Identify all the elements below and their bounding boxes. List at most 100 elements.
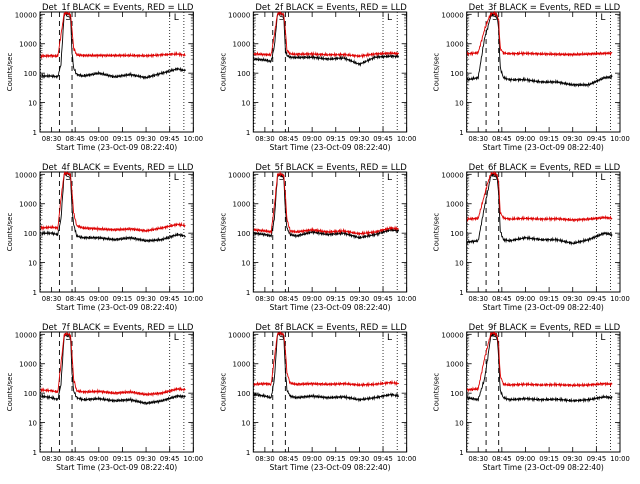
x-tick-label: 09:00: [302, 455, 322, 463]
x-tick-label: 10:00: [184, 295, 204, 303]
x-tick-label: 09:45: [373, 295, 393, 303]
x-tick-label: 09:30: [136, 295, 156, 303]
y-tick-label: 100: [237, 70, 250, 78]
y-tick-label: 10000: [441, 11, 463, 19]
marker-l: L: [174, 333, 179, 343]
marker-s: S: [279, 13, 285, 23]
events-series-line: [466, 12, 613, 89]
x-tick-label: 09:00: [302, 135, 322, 143]
x-tick-label: 09:45: [160, 295, 180, 303]
x-tick-label: 08:45: [65, 135, 85, 143]
x-tick-label: 09:45: [160, 455, 180, 463]
x-tick-label: 08:30: [468, 455, 488, 463]
x-tick-label: 09:15: [113, 135, 133, 143]
y-tick-label: 1000: [19, 361, 37, 369]
marker-s: S: [65, 173, 71, 183]
y-tick-label: 10: [241, 420, 250, 428]
x-tick-label: 09:30: [136, 455, 156, 463]
x-tick-label: 08:30: [42, 135, 62, 143]
x-tick-label: 08:30: [468, 295, 488, 303]
y-tick-label: 10: [241, 260, 250, 268]
x-tick-label: 08:45: [492, 135, 512, 143]
x-tick-label: 09:00: [516, 135, 536, 143]
x-tick-label: 09:00: [89, 295, 109, 303]
lld-series-line: [40, 331, 186, 398]
x-tick-label: 09:30: [350, 455, 370, 463]
y-tick-label: 1000: [19, 41, 37, 49]
marker-s: S: [279, 333, 285, 343]
x-tick-label: 09:15: [113, 295, 133, 303]
y-axis-label: Counts/sec: [219, 373, 227, 412]
x-tick-label: 09:45: [160, 135, 180, 143]
y-tick-label: 1000: [19, 201, 37, 209]
plot-frame: [466, 171, 621, 293]
x-tick-label: 09:30: [563, 135, 583, 143]
y-tick-label: 100: [24, 70, 37, 78]
y-axis-label: Counts/sec: [6, 373, 14, 412]
x-tick-label: 09:15: [113, 455, 133, 463]
x-tick-label: 09:15: [539, 135, 559, 143]
lld-series-line: [253, 170, 399, 237]
x-tick-label: 10:00: [397, 135, 417, 143]
marker-s: S: [65, 333, 71, 343]
y-tick-label: 10000: [228, 171, 250, 179]
marker-l: L: [387, 13, 392, 23]
x-tick-label: 09:30: [563, 295, 583, 303]
y-tick-label: 1000: [233, 41, 251, 49]
x-tick-label: 08:30: [255, 295, 275, 303]
x-tick-label: 09:45: [587, 455, 607, 463]
x-tick-label: 08:45: [279, 135, 299, 143]
plot-frame: [466, 11, 621, 133]
y-tick-label: 1: [246, 449, 250, 457]
events-series-line: [253, 11, 400, 67]
marker-l: L: [600, 13, 605, 23]
y-tick-label: 1: [246, 129, 250, 137]
y-tick-label: 100: [237, 230, 250, 238]
lld-series-line: [466, 10, 613, 58]
events-series-line: [253, 331, 400, 403]
events-series-line: [466, 172, 613, 246]
y-axis-label: Counts/sec: [219, 53, 227, 92]
x-tick-label: 09:15: [539, 455, 559, 463]
y-tick-label: 1: [246, 289, 250, 297]
x-tick-label: 10:00: [184, 455, 204, 463]
marker-l: L: [174, 173, 179, 183]
y-tick-label: 100: [450, 70, 463, 78]
x-tick-label: 09:45: [373, 135, 393, 143]
y-tick-label: 1000: [446, 41, 464, 49]
x-axis-label: Start Time (23-Oct-09 08:22:40): [483, 463, 604, 472]
events-series-line: [40, 11, 186, 80]
y-tick-label: 10: [28, 100, 37, 108]
x-tick-label: 08:45: [492, 295, 512, 303]
panel-title: Det_1f BLACK = Events, RED = LLD: [42, 3, 194, 13]
x-tick-label: 08:30: [255, 455, 275, 463]
panel-title: Det_4f BLACK = Events, RED = LLD: [42, 163, 194, 173]
x-tick-label: 10:00: [397, 455, 417, 463]
marker-s: S: [492, 173, 498, 183]
y-tick-label: 1: [459, 449, 463, 457]
x-axis-label: Start Time (23-Oct-09 08:22:40): [56, 303, 177, 312]
y-tick-label: 1000: [233, 201, 251, 209]
marker-s: S: [65, 13, 71, 23]
lld-series-line: [253, 331, 399, 388]
plot-frame: [466, 331, 621, 453]
x-tick-label: 10:00: [610, 135, 630, 143]
x-tick-label: 09:00: [516, 455, 536, 463]
y-tick-label: 10000: [228, 331, 250, 339]
plot-frame: [252, 331, 408, 453]
events-series-line: [253, 172, 400, 240]
x-tick-label: 09:15: [326, 455, 346, 463]
x-tick-label: 08:30: [255, 135, 275, 143]
x-tick-label: 09:30: [350, 295, 370, 303]
x-tick-label: 10:00: [397, 295, 417, 303]
detector-panel: Det_5f BLACK = Events, RED = LLD 1 10 100 10…: [219, 163, 416, 312]
y-tick-label: 10: [28, 420, 37, 428]
plot-frame: [39, 171, 194, 293]
x-tick-label: 08:30: [42, 455, 62, 463]
y-tick-label: 10: [455, 260, 464, 268]
x-axis-label: Start Time (23-Oct-09 08:22:40): [56, 463, 177, 472]
y-tick-label: 10000: [15, 331, 37, 339]
y-tick-label: 1000: [446, 201, 464, 209]
x-tick-label: 10:00: [184, 135, 204, 143]
